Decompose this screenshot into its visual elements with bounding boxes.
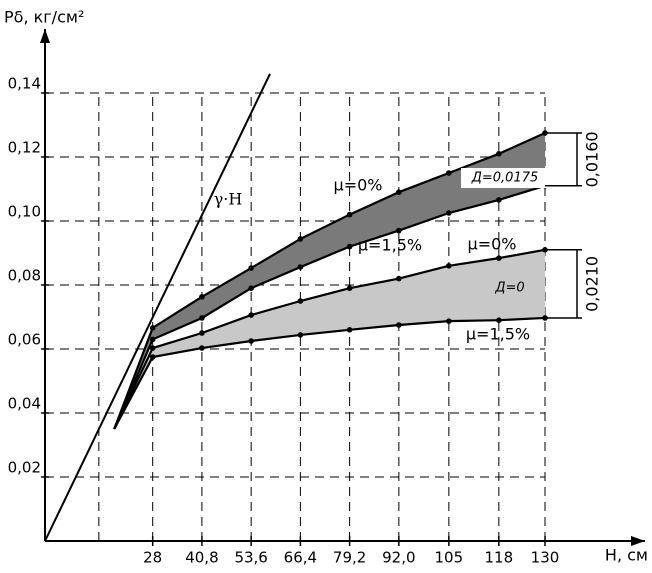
band-label: Д=0,0175 — [471, 171, 539, 186]
point — [496, 255, 502, 261]
y-tick-label: 0,12 — [8, 139, 41, 157]
y-axis-label: Рδ, кг/см² — [4, 8, 84, 27]
y-tick-label: 0,14 — [8, 75, 41, 93]
series-label: μ=1,5% — [466, 325, 530, 344]
point — [297, 236, 304, 242]
x-tick-label: 92,0 — [382, 549, 415, 567]
point — [199, 315, 205, 321]
point — [248, 265, 254, 271]
y-tick-label: 0,08 — [8, 267, 41, 285]
band — [114, 133, 545, 429]
point — [346, 243, 353, 250]
point — [149, 325, 156, 331]
point — [446, 263, 452, 269]
point — [149, 354, 156, 360]
point — [248, 285, 254, 292]
point — [149, 336, 156, 343]
dimension-label: 0,0160 — [583, 131, 602, 187]
point — [446, 318, 452, 324]
x-axis-arrow — [631, 536, 645, 546]
point — [396, 189, 402, 195]
point — [396, 275, 402, 282]
x-tick-label: 118 — [485, 549, 514, 567]
point — [346, 285, 353, 292]
series-label: μ=0% — [334, 176, 383, 195]
point — [297, 332, 304, 338]
x-tick-label: 79,2 — [333, 549, 366, 567]
gamma-label: γ·H — [214, 190, 243, 209]
point — [346, 327, 353, 333]
point — [496, 317, 502, 324]
point — [396, 227, 402, 234]
series-label: μ=1,5% — [358, 236, 422, 255]
dimension-label: 0,0210 — [583, 256, 602, 312]
y-tick-label: 0,04 — [8, 395, 41, 413]
point — [297, 298, 304, 304]
band — [114, 249, 545, 429]
point — [496, 151, 502, 157]
band-label: Д=0 — [494, 281, 524, 296]
y-tick-label: 0,10 — [8, 203, 41, 221]
x-axis-label: Н, см — [605, 546, 648, 565]
point — [297, 264, 304, 270]
point — [496, 197, 502, 203]
x-tick-label: 53,6 — [234, 549, 267, 567]
y-tick-label: 0,02 — [8, 459, 41, 477]
point — [248, 338, 254, 344]
band-label-box — [461, 168, 549, 188]
x-tick-label: 105 — [435, 549, 464, 567]
line — [113, 316, 546, 430]
x-tick-label: 28 — [143, 549, 162, 567]
y-axis-arrow — [40, 29, 50, 43]
line — [113, 184, 546, 430]
point — [446, 170, 452, 176]
line — [113, 131, 546, 430]
gamma-line — [44, 73, 271, 542]
point — [346, 211, 353, 218]
x-tick-label: 40,8 — [185, 549, 218, 567]
point — [199, 294, 205, 300]
point — [248, 312, 254, 318]
line — [113, 248, 546, 430]
series-label: μ=0% — [468, 235, 517, 254]
y-tick-label: 0,06 — [8, 331, 41, 349]
point — [149, 345, 156, 351]
point — [446, 210, 452, 216]
point — [396, 322, 402, 328]
point — [199, 345, 205, 351]
x-tick-label: 66,4 — [284, 549, 317, 567]
point — [199, 330, 205, 336]
x-tick-label: 130 — [531, 549, 560, 567]
